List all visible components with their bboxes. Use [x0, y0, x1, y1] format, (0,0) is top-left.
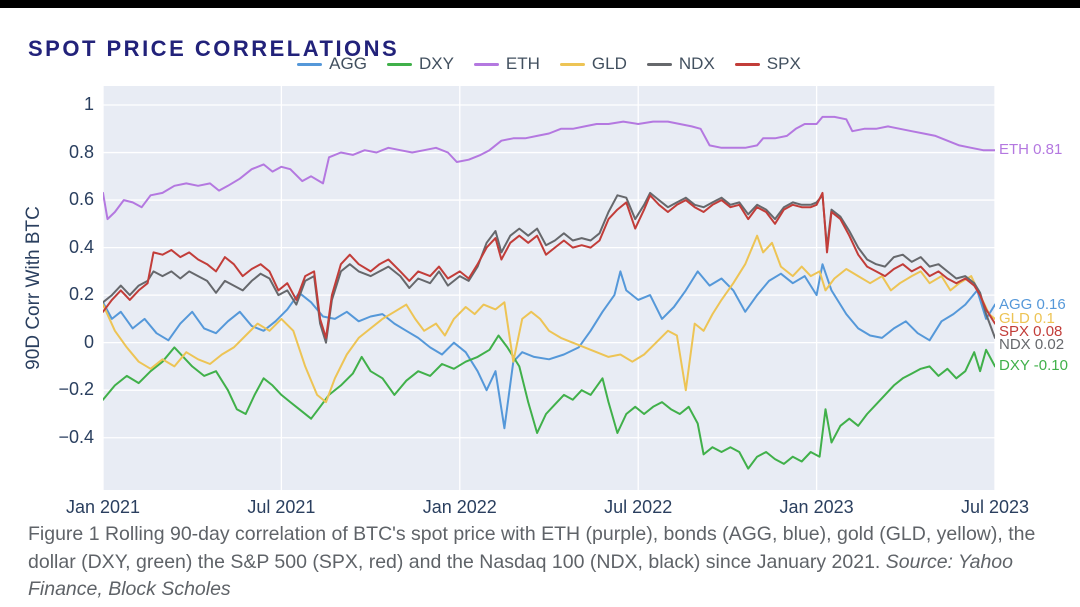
series-line-AGG [103, 263, 995, 430]
legend-item-SPX[interactable]: SPX [734, 54, 801, 74]
legend-label-GLD: GLD [591, 54, 627, 73]
legend-label-DXY: DXY [418, 54, 454, 73]
y-tick-label: −0.4 [58, 426, 94, 447]
series-line-DXY [103, 334, 995, 470]
y-tick-label: 0.2 [68, 284, 94, 305]
y-tick-label: −0.2 [58, 379, 94, 400]
series-line-SPX [103, 191, 995, 339]
end-label-SPX: SPX 0.08 [999, 322, 1063, 340]
x-tick-label: Jan 2021 [65, 497, 141, 517]
legend-label-NDX: NDX [678, 54, 715, 73]
legend-item-NDX[interactable]: NDX [646, 54, 715, 74]
x-tick-label: Jul 2022 [604, 497, 673, 517]
y-tick-label: 0 [83, 331, 94, 352]
legend-swatch-GLD [559, 62, 585, 66]
caption-text: Figure 1 Rolling 90-day correlation of B… [28, 523, 1036, 573]
y-tick-label: 1 [83, 94, 94, 114]
end-label-GLD: GLD 0.1 [999, 309, 1055, 327]
legend-item-DXY[interactable]: DXY [386, 54, 454, 74]
series-line-NDX [103, 191, 995, 344]
legend-swatch-SPX [734, 62, 760, 66]
legend-swatch-ETH [473, 62, 499, 66]
top-border-bar [0, 0, 1080, 8]
legend-label-SPX: SPX [766, 54, 801, 73]
series-line-ETH [103, 115, 995, 221]
legend-swatch-DXY [386, 62, 412, 66]
end-label-ETH: ETH 0.81 [999, 141, 1063, 159]
legend-swatch-NDX [646, 62, 672, 66]
end-label-AGG: AGG 0.16 [999, 295, 1066, 313]
x-tick-label: Jul 2023 [960, 497, 1030, 517]
legend-item-ETH[interactable]: ETH [473, 54, 540, 74]
legend-item-GLD[interactable]: GLD [559, 54, 627, 74]
figure-caption: Figure 1 Rolling 90-day correlation of B… [28, 521, 1060, 604]
page-title: SPOT PRICE CORRELATIONS [28, 35, 400, 61]
end-label-NDX: NDX 0.02 [999, 335, 1065, 353]
y-tick-label: 0.8 [68, 141, 94, 162]
grid-lines [103, 86, 995, 490]
x-tick-label: Jan 2023 [779, 497, 854, 517]
plot-area [103, 86, 995, 490]
end-label-DXY: DXY -0.10 [999, 357, 1068, 375]
chart-canvas [103, 86, 995, 490]
x-tick-label: Jan 2022 [422, 497, 497, 517]
legend-label-ETH: ETH [505, 54, 540, 73]
legend-item-AGG[interactable]: AGG [297, 54, 367, 74]
chart-legend: AGG DXY ETH GLD NDX SPX [103, 53, 995, 75]
y-tick-label: 0.4 [68, 236, 94, 257]
legend-label-AGG: AGG [329, 54, 367, 73]
x-tick-label: Jul 2021 [247, 497, 316, 517]
legend-swatch-AGG [297, 62, 323, 66]
caption-source: Source: Yahoo Finance, Block Scholes [28, 550, 1013, 601]
y-tick-label: 0.6 [68, 189, 94, 210]
series-line-GLD [103, 234, 995, 404]
